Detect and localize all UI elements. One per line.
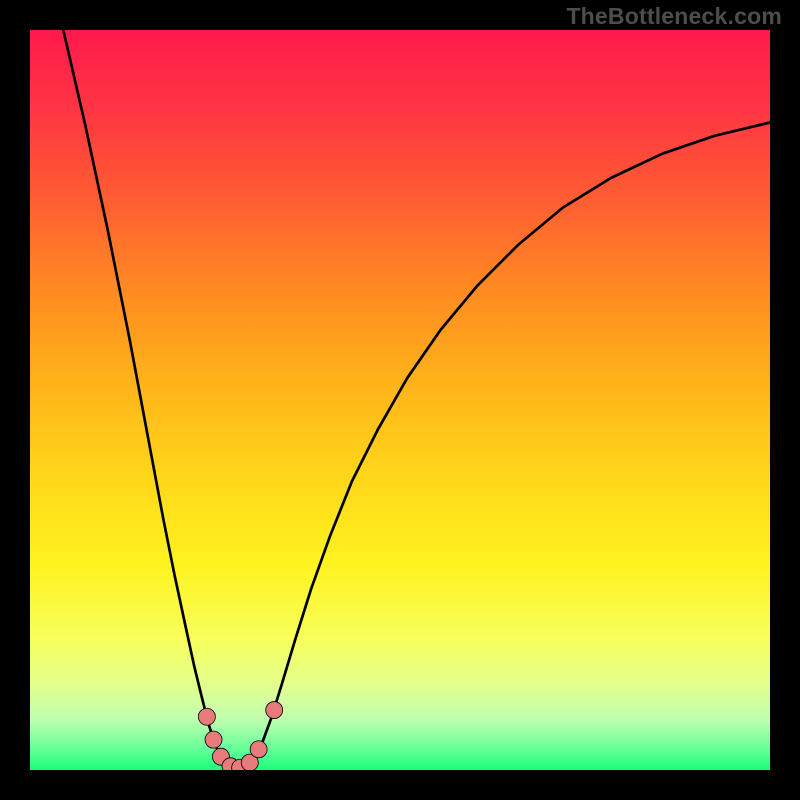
watermark-label: TheBottleneck.com [566,3,782,30]
data-marker [250,741,267,758]
data-marker [198,708,215,725]
data-marker [205,731,222,748]
plot-area [30,30,770,770]
chart-svg [30,30,770,770]
chart-frame: TheBottleneck.com [0,0,800,800]
data-marker [266,702,283,719]
